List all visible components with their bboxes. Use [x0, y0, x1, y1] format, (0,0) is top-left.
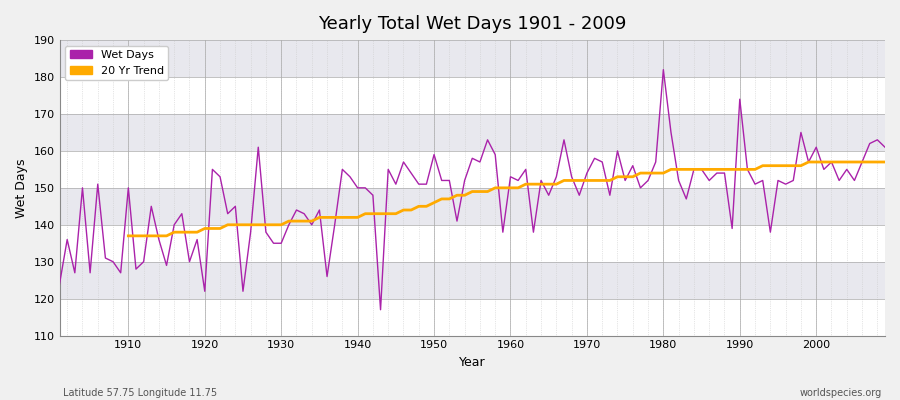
20 Yr Trend — [513, 186, 524, 190]
20 Yr Trend — [803, 160, 814, 164]
20 Yr Trend — [849, 160, 859, 164]
20 Yr Trend — [299, 219, 310, 224]
Bar — [59, 188, 885, 225]
Wet Days — [375, 307, 386, 312]
Text: worldspecies.org: worldspecies.org — [800, 388, 882, 398]
Wet Days — [658, 67, 669, 72]
Wet Days — [505, 174, 516, 179]
Title: Yearly Total Wet Days 1901 - 2009: Yearly Total Wet Days 1901 - 2009 — [318, 15, 626, 33]
Wet Days — [329, 222, 340, 227]
20 Yr Trend — [123, 234, 134, 238]
Line: Wet Days: Wet Days — [59, 70, 885, 310]
Bar — [59, 151, 885, 188]
Line: 20 Yr Trend: 20 Yr Trend — [129, 162, 885, 236]
20 Yr Trend — [826, 160, 837, 164]
X-axis label: Year: Year — [459, 356, 486, 369]
20 Yr Trend — [268, 222, 279, 227]
Bar — [59, 225, 885, 262]
Wet Days — [879, 145, 890, 150]
20 Yr Trend — [574, 178, 585, 183]
Bar — [59, 77, 885, 114]
Wet Days — [605, 193, 616, 198]
Y-axis label: Wet Days: Wet Days — [15, 158, 28, 218]
Bar — [59, 40, 885, 77]
Wet Days — [284, 222, 294, 227]
20 Yr Trend — [879, 160, 890, 164]
Bar — [59, 114, 885, 151]
Wet Days — [54, 282, 65, 286]
Bar — [59, 299, 885, 336]
Bar — [59, 262, 885, 299]
Wet Days — [513, 178, 524, 183]
Text: Latitude 57.75 Longitude 11.75: Latitude 57.75 Longitude 11.75 — [63, 388, 217, 398]
Legend: Wet Days, 20 Yr Trend: Wet Days, 20 Yr Trend — [65, 46, 168, 80]
Wet Days — [115, 270, 126, 275]
